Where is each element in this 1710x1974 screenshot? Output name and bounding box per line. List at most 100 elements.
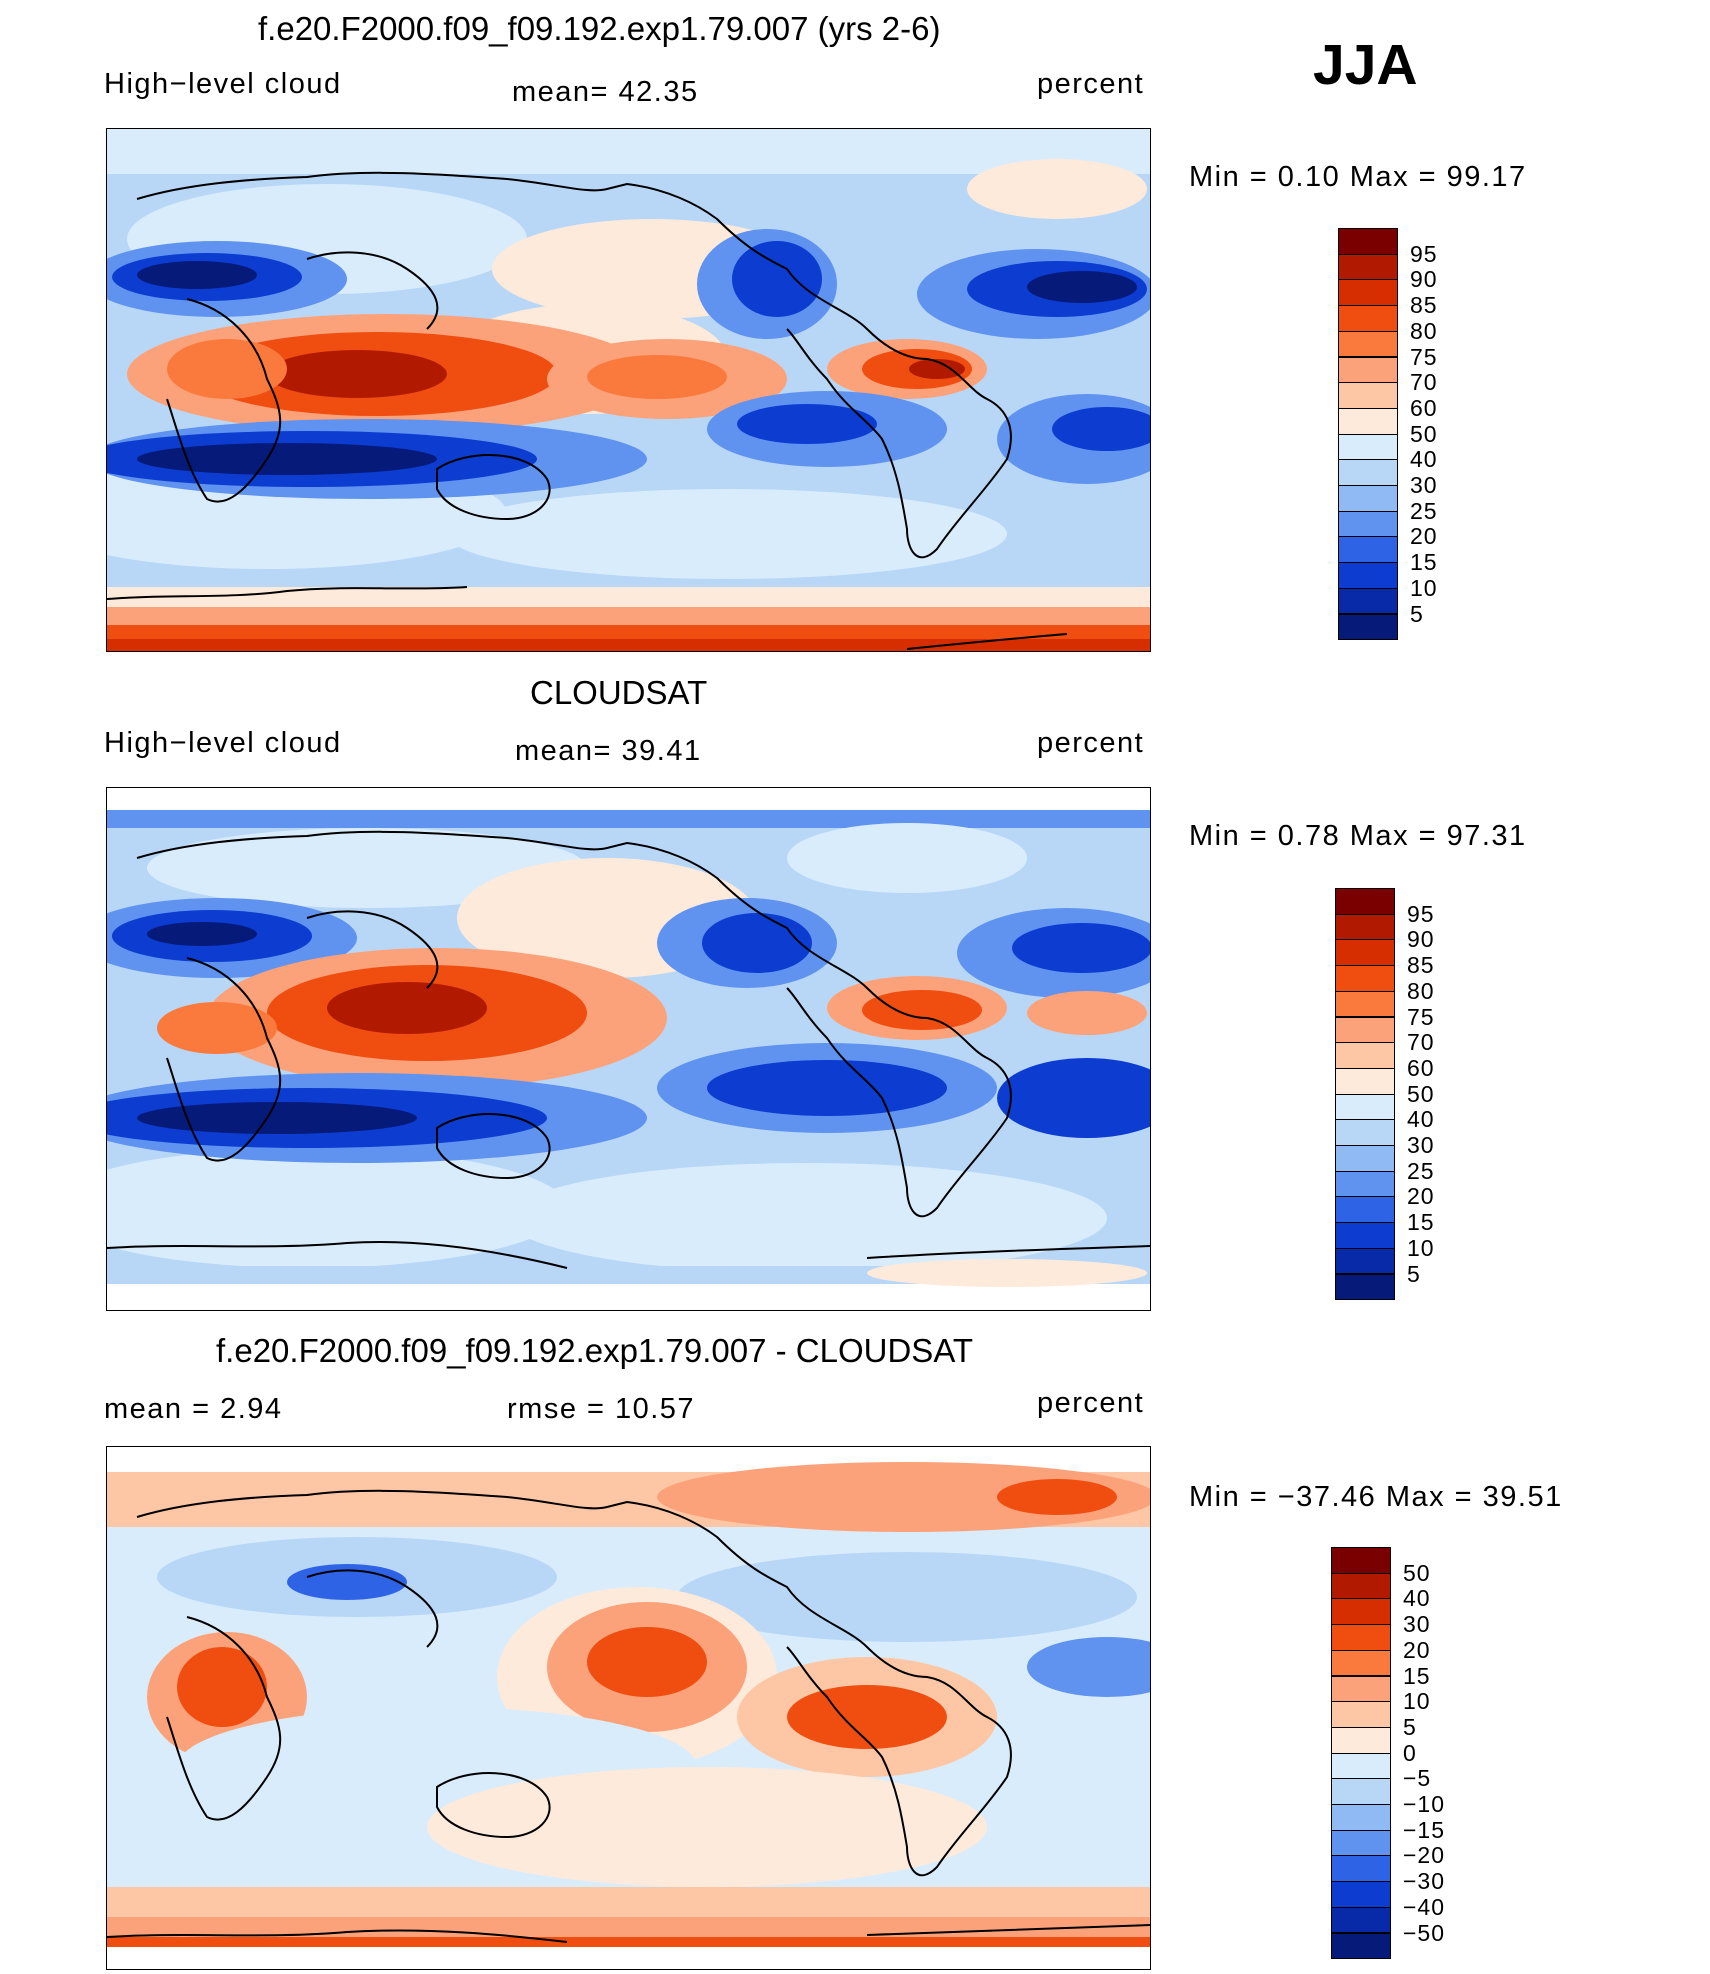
colorbar-tick-label: 60 — [1407, 1054, 1435, 1081]
colorbar-swatch — [1338, 407, 1398, 435]
colorbar-swatch — [1335, 1145, 1395, 1172]
colorbar-swatch — [1335, 990, 1395, 1018]
colorbar-tick-label: 20 — [1407, 1183, 1435, 1210]
colorbar-swatch — [1331, 1649, 1391, 1677]
colorbar-tick-label: 95 — [1410, 240, 1438, 267]
panel-2-mean: mean= 39.41 — [515, 735, 702, 767]
colorbar-tick-label: 70 — [1410, 369, 1438, 396]
colorbar-swatch — [1338, 536, 1398, 564]
colorbar-tick-label: 10 — [1403, 1688, 1431, 1715]
colorbar-swatch — [1331, 1675, 1391, 1703]
colorbar-tick-label: 75 — [1407, 1003, 1435, 1030]
colorbar-swatch — [1331, 1778, 1391, 1805]
colorbar-tick-label: 50 — [1403, 1559, 1431, 1586]
colorbar-swatch — [1338, 356, 1398, 384]
colorbar-swatch — [1331, 1752, 1391, 1780]
colorbar-tick-label: 25 — [1407, 1157, 1435, 1184]
panel-1-map — [106, 128, 1151, 652]
colorbar-swatch — [1331, 1726, 1391, 1754]
colorbar-swatch — [1335, 1016, 1395, 1044]
colorbar-tick-label: 40 — [1407, 1106, 1435, 1133]
panel-3-title: f.e20.F2000.f09_f09.192.exp1.79.007 - CL… — [216, 1332, 974, 1369]
colorbar-tick-label: 10 — [1407, 1234, 1435, 1261]
panel-1-colorbar: 95 90 85 80 75 70 60 50 40 30 25 20 15 10 5 — [1338, 228, 1438, 641]
panel-2-colorbar: 95 90 85 80 75 70 60 50 40 30 25 20 15 10 5 — [1335, 888, 1435, 1301]
colorbar-tick-label: 5 — [1403, 1713, 1417, 1740]
panel-1-mean: mean= 42.35 — [512, 76, 699, 108]
colorbar-swatch — [1331, 1572, 1391, 1600]
colorbar-swatch — [1338, 459, 1398, 486]
colorbar-swatch — [1331, 1624, 1391, 1651]
colorbar-swatch — [1335, 1119, 1395, 1146]
colorbar-tick-label: 5 — [1407, 1260, 1421, 1287]
colorbar-tick-label: 50 — [1407, 1080, 1435, 1107]
colorbar-swatch — [1335, 1093, 1395, 1121]
colorbar-tick-label: 70 — [1407, 1029, 1435, 1056]
colorbar-swatch — [1338, 253, 1398, 281]
colorbar-swatch — [1338, 433, 1398, 461]
colorbar-tick-label: −30 — [1403, 1868, 1446, 1895]
colorbar-swatch — [1335, 965, 1395, 992]
colorbar-swatch — [1335, 1042, 1395, 1069]
colorbar-swatch — [1338, 382, 1398, 409]
colorbar-swatch — [1338, 279, 1398, 307]
colorbar-swatch — [1335, 1247, 1395, 1275]
colorbar-swatch — [1338, 330, 1398, 358]
colorbar-tick-label: −50 — [1403, 1919, 1446, 1946]
colorbar-swatch — [1338, 587, 1398, 615]
colorbar-tick-label: 90 — [1410, 266, 1438, 293]
colorbar-swatch — [1331, 1804, 1391, 1831]
colorbar-swatch — [1331, 1829, 1391, 1857]
colorbar-tick-label: 40 — [1403, 1585, 1431, 1612]
colorbar-swatch — [1335, 1222, 1395, 1249]
colorbar-swatch — [1335, 913, 1395, 941]
colorbar-tick-label: 80 — [1410, 317, 1438, 344]
panel-3-rmse: rmse = 10.57 — [507, 1393, 696, 1425]
colorbar-tick-label: 40 — [1410, 446, 1438, 473]
colorbar-tick-label: 0 — [1403, 1739, 1417, 1766]
colorbar-tick-label: 80 — [1407, 977, 1435, 1004]
panel-3-minmax: Min = −37.46 Max = 39.51 — [1189, 1481, 1563, 1513]
colorbar-swatch — [1335, 1196, 1395, 1224]
colorbar-tick-label: 15 — [1410, 549, 1438, 576]
colorbar-swatch — [1331, 1598, 1391, 1626]
colorbar-swatch — [1331, 1906, 1391, 1934]
colorbar-tick-label: 15 — [1403, 1662, 1431, 1689]
panel-3-units: percent — [1037, 1387, 1145, 1419]
panel-2-variable-label: High−level cloud — [104, 727, 342, 759]
colorbar-tick-label: 5 — [1410, 600, 1424, 627]
panel-3-colorbar: 50 40 30 20 15 10 5 0 −5 −10 −15 −20 −30 −40 −50 — [1331, 1547, 1444, 1960]
panel-2-title: CLOUDSAT — [530, 674, 708, 711]
panel-1-minmax: Min = 0.10 Max = 99.17 — [1189, 161, 1527, 193]
colorbar-tick-label: −15 — [1403, 1816, 1446, 1843]
colorbar-swatch — [1331, 1547, 1391, 1574]
colorbar-swatch — [1331, 1881, 1391, 1908]
colorbar-tick-label: 20 — [1410, 523, 1438, 550]
panel-1-units: percent — [1037, 68, 1145, 100]
colorbar-tick-label: 75 — [1410, 343, 1438, 370]
colorbar-tick-label: 30 — [1407, 1132, 1435, 1158]
colorbar-swatch — [1335, 939, 1395, 967]
panel-1-title: f.e20.F2000.f09_f09.192.exp1.79.007 (yrs… — [258, 10, 941, 47]
panel-3-mean: mean = 2.94 — [104, 1393, 283, 1425]
colorbar-tick-label: 50 — [1410, 420, 1438, 447]
colorbar-tick-label: −5 — [1403, 1765, 1432, 1792]
panel-2-units: percent — [1037, 727, 1145, 759]
colorbar-swatch — [1335, 1067, 1395, 1095]
colorbar-tick-label: 90 — [1407, 926, 1435, 953]
colorbar-tick-label: 10 — [1410, 574, 1438, 601]
season-label: JJA — [1313, 33, 1418, 97]
colorbar-swatch — [1338, 228, 1398, 255]
colorbar-tick-label: −20 — [1403, 1842, 1446, 1869]
colorbar-tick-label: −40 — [1403, 1893, 1446, 1920]
colorbar-tick-label: 30 — [1410, 472, 1438, 498]
colorbar-tick-label: 30 — [1403, 1611, 1431, 1638]
colorbar-swatch — [1338, 510, 1398, 538]
colorbar-tick-label: 95 — [1407, 900, 1435, 927]
colorbar-swatch — [1335, 1273, 1395, 1301]
colorbar-swatch — [1331, 1701, 1391, 1728]
colorbar-swatch — [1335, 888, 1395, 915]
colorbar-tick-label: 15 — [1407, 1209, 1435, 1236]
colorbar-swatch — [1338, 305, 1398, 332]
colorbar-swatch — [1338, 485, 1398, 512]
